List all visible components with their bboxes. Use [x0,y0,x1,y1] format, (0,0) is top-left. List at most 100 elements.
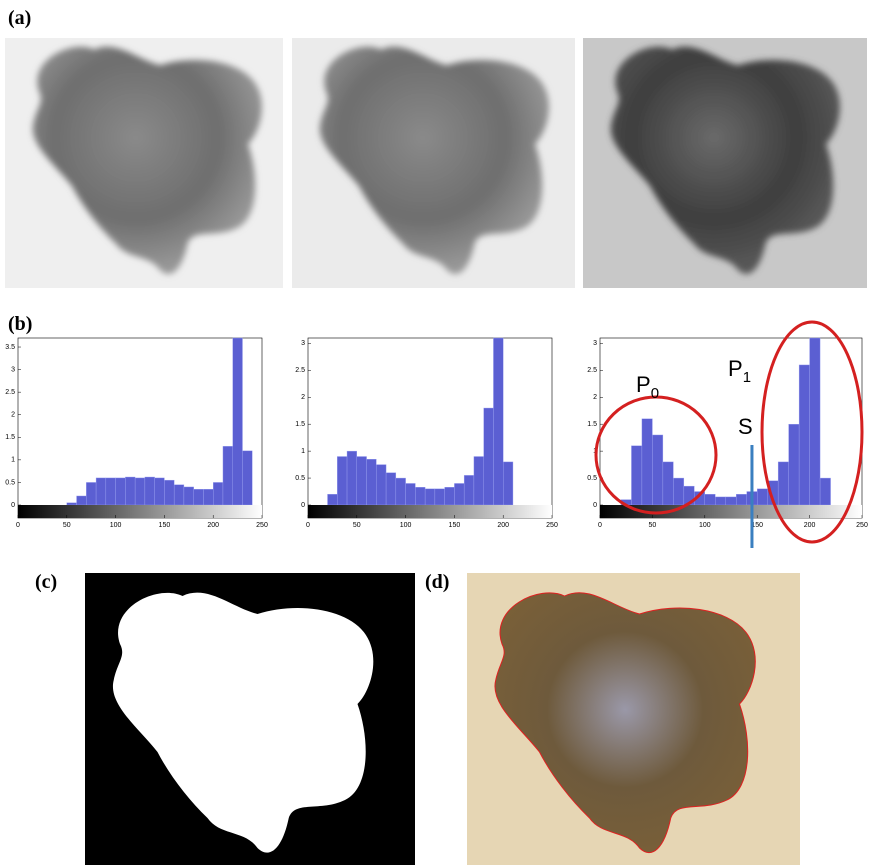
peak-circle [760,320,864,544]
bar [405,483,416,506]
bar [173,484,185,506]
bar [463,475,475,506]
x-tick-label: 100 [400,522,412,529]
bar [105,477,116,506]
panel-label: (d) [425,571,449,593]
x-tick-label: 150 [449,522,461,529]
y-tick-label: 1 [301,448,305,455]
y-tick-label: 0 [301,502,305,509]
bar [395,477,406,506]
bar [454,483,465,506]
bar [337,456,348,506]
x-tick-label: 0 [598,522,602,529]
bar [327,494,338,506]
y-tick-label: 0 [11,502,15,509]
x-tick-label: 50 [649,522,657,529]
bar [493,337,504,506]
bar [66,502,77,506]
bar [86,482,97,506]
bar [242,450,253,506]
y-tick-label: 3.5 [5,344,15,351]
bar [798,364,810,506]
image-a1 [5,38,283,288]
image-c [85,573,415,865]
bar [134,477,146,506]
x-tick-label: 200 [497,522,509,529]
x-tick-label: 150 [751,522,763,529]
histogram: 0 50 100 150 200 250 0 0.5 1 1.5 2 2.5 3 3.5 [5,337,268,529]
y-tick-label: 3 [11,366,15,373]
x-tick-label: 0 [306,522,310,529]
bar [424,488,436,506]
bar [222,446,233,506]
bar [415,487,426,506]
x-tick-label: 0 [16,522,20,529]
panel-label: (c) [35,571,57,593]
colorbar [18,505,262,518]
image-a3 [583,38,867,288]
bar [662,461,674,506]
x-tick-label: 250 [546,522,558,529]
bar [736,494,747,506]
panel-label: (a) [8,7,31,29]
bar [673,477,685,506]
y-tick-label: 1 [11,457,15,464]
y-tick-label: 0.5 [5,479,15,486]
colorbar [308,505,552,518]
y-tick-label: 3 [593,340,597,347]
bar [434,488,445,506]
y-tick-label: 0 [593,502,597,509]
bar [203,489,214,506]
bar [144,476,155,506]
bar [704,494,716,506]
x-tick-label: 250 [256,522,268,529]
y-tick-label: 2.5 [295,367,305,374]
y-tick-label: 1.5 [295,421,305,428]
bar [725,496,737,506]
bar [444,487,455,506]
bar [154,477,165,506]
bar [819,477,831,506]
bar [115,477,126,506]
bar [76,495,87,506]
bar [385,472,397,506]
bar [652,434,664,506]
x-tick-label: 200 [804,522,816,529]
bar [715,496,726,506]
x-tick-label: 50 [63,522,71,529]
bar [788,423,800,506]
x-tick-label: 100 [110,522,122,529]
image-d [467,573,800,865]
bar [232,337,243,506]
bar [346,450,358,506]
y-tick-label: 0.5 [295,475,305,482]
annotations: P0 P1 S [594,320,864,548]
bar [193,489,204,506]
bar [503,461,514,506]
y-tick-label: 1.5 [5,434,15,441]
peak-label: P0 [636,372,659,402]
threshold-label: S [738,414,753,439]
bar [757,488,768,506]
x-tick-label: 250 [856,522,868,529]
bar [483,407,494,506]
bar [95,477,107,506]
x-tick-label: 100 [699,522,711,529]
bar [376,464,387,506]
panel-label: (b) [8,313,32,335]
image-a2 [292,38,575,288]
bar [356,456,367,506]
x-tick-label: 50 [353,522,361,529]
bar [366,459,377,506]
bar [641,418,653,506]
bar [183,486,194,506]
y-tick-label: 2 [593,394,597,401]
y-tick-label: 0.5 [587,475,597,482]
x-tick-label: 150 [159,522,171,529]
y-tick-label: 2.5 [587,367,597,374]
y-tick-label: 2.5 [5,389,15,396]
bar [164,479,175,506]
